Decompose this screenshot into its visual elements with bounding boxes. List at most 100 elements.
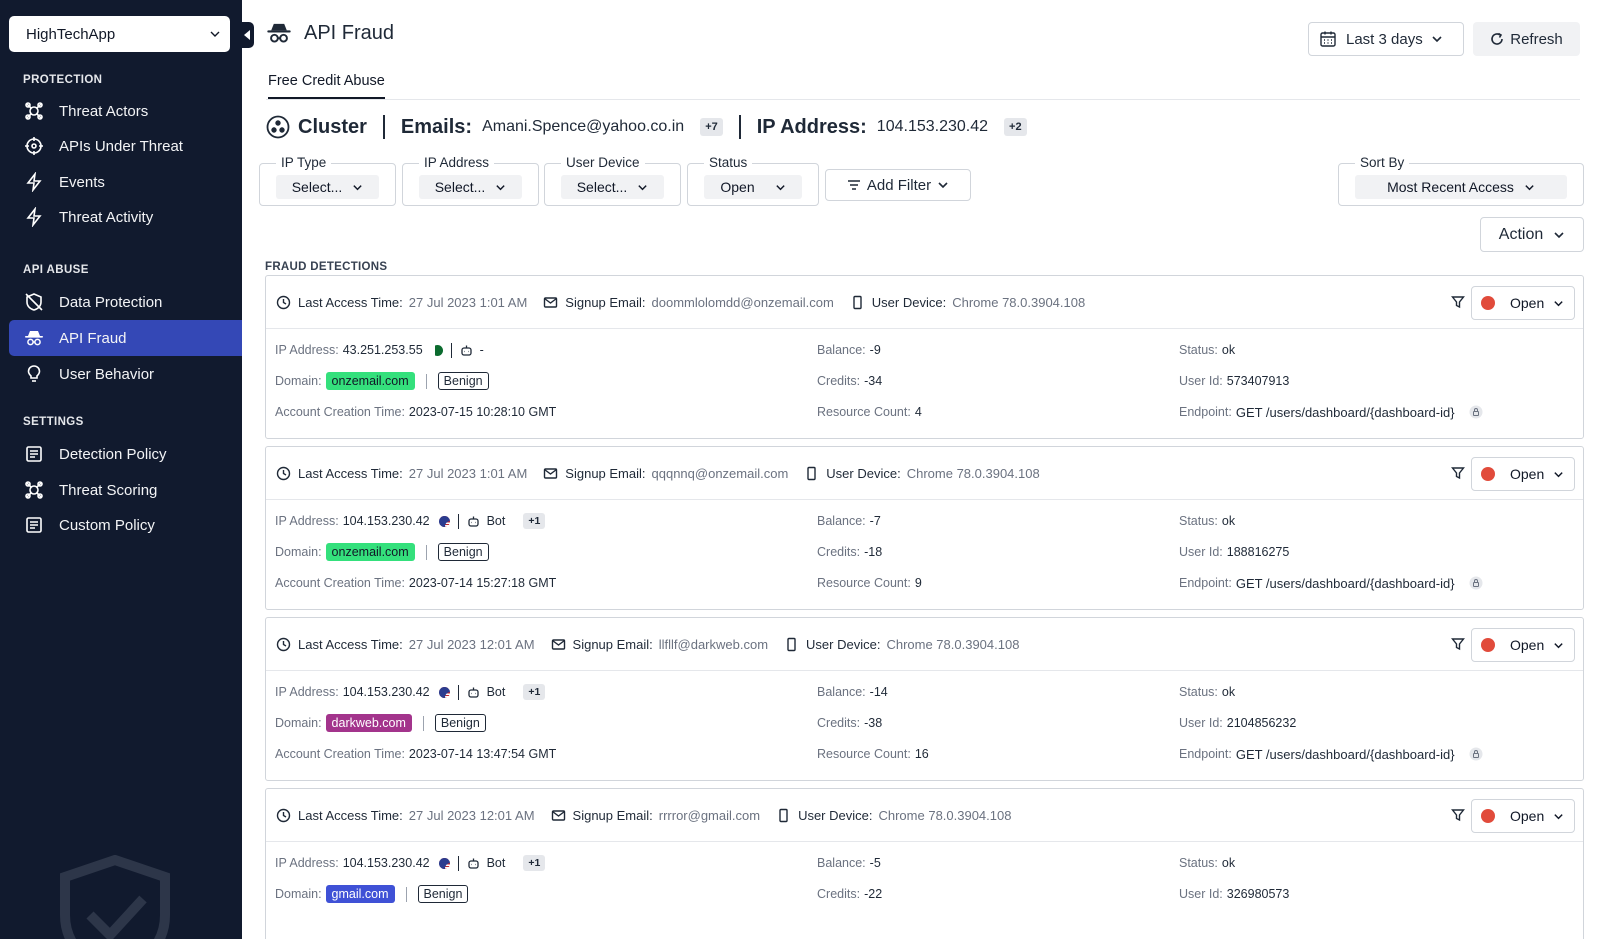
- sidebar-item-label: API Fraud: [59, 329, 127, 347]
- shield-check-icon: [60, 855, 170, 939]
- app-selector[interactable]: HighTechApp: [9, 16, 230, 52]
- ip-type-value: Bot: [486, 856, 506, 870]
- sidebar-item-threat-activity[interactable]: Threat Activity: [9, 199, 242, 235]
- user-id-row: User Id: 573407913: [1179, 371, 1289, 391]
- add-filter-button[interactable]: Add Filter: [825, 169, 971, 201]
- detection-status-select[interactable]: Open: [1471, 799, 1575, 833]
- action-button[interactable]: Action: [1480, 217, 1584, 252]
- refresh-button[interactable]: Refresh: [1473, 22, 1580, 56]
- funnel-icon[interactable]: [1451, 466, 1465, 480]
- signup-email-key: Signup Email:: [565, 465, 646, 481]
- flag-icon: [438, 857, 450, 869]
- detection-card-header: Last Access Time: 27 Jul 2023 1:01 AM Si…: [266, 276, 1583, 329]
- endpoint-row: Endpoint: GET /users/dashboard/{dashboar…: [1179, 744, 1483, 764]
- cluster-icon: [266, 115, 290, 139]
- account-creation-key: Account Creation Time:: [275, 576, 405, 590]
- last-access-key: Last Access Time:: [298, 636, 403, 652]
- filter-ip-address-select[interactable]: Select...: [419, 175, 522, 199]
- status-row: Status: ok: [1179, 853, 1235, 873]
- user-device-value: Chrome 78.0.3904.108: [952, 294, 1086, 310]
- sort-by: Sort By Most Recent Access: [1338, 155, 1584, 206]
- user-device-key: User Device:: [806, 636, 881, 652]
- calendar-icon: [1320, 31, 1336, 47]
- account-creation-row: Account Creation Time: 2023-07-15 10:28:…: [275, 402, 556, 422]
- status-value: ok: [1221, 514, 1236, 528]
- account-creation-value: 2023-07-14 13:47:54 GMT: [408, 747, 557, 761]
- sidebar-item-label: Threat Activity: [59, 208, 154, 226]
- user-device-value: Chrome 78.0.3904.108: [906, 465, 1040, 481]
- ip-address-row: IP Address: 43.251.253.55 -: [275, 340, 484, 360]
- sidebar-collapse-button[interactable]: [240, 22, 254, 48]
- bolt-icon: [26, 207, 42, 227]
- mail-icon: [544, 467, 558, 479]
- detection-card: Last Access Time: 27 Jul 2023 12:01 AM S…: [265, 617, 1584, 781]
- funnel-icon[interactable]: [1451, 637, 1465, 651]
- filter-label: User Device: [561, 155, 645, 170]
- signup-email-value: rrrror@gmail.com: [658, 807, 761, 823]
- ip-type-icon: [467, 687, 479, 698]
- endpoint-value: GET /users/dashboard/{dashboard-id}: [1235, 404, 1455, 420]
- detection-status-select[interactable]: Open: [1471, 286, 1575, 320]
- detection-status-select[interactable]: Open: [1471, 457, 1575, 491]
- last-access-value: 27 Jul 2023 1:01 AM: [408, 294, 528, 310]
- filter-status-select[interactable]: Open: [704, 175, 802, 199]
- status-value: ok: [1221, 343, 1236, 357]
- classification-badge: Benign: [434, 714, 486, 732]
- ip-extra-badge[interactable]: +1: [523, 684, 546, 700]
- sidebar-item-user-behavior[interactable]: User Behavior: [9, 356, 242, 392]
- sidebar-item-label: Events: [59, 173, 105, 191]
- status-key: Status:: [1179, 685, 1218, 699]
- endpoint-row: Endpoint: GET /users/dashboard/{dashboar…: [1179, 573, 1483, 593]
- sidebar-item-api-fraud[interactable]: API Fraud: [9, 320, 242, 356]
- cluster-ip-more-badge[interactable]: +2: [1004, 118, 1027, 136]
- sidebar-item-custom-policy[interactable]: Custom Policy: [9, 507, 242, 543]
- filter-user-device-select[interactable]: Select...: [561, 175, 664, 199]
- main-content: API Fraud Last 3 days Refresh Free Credi…: [242, 0, 1600, 939]
- user-device-key: User Device:: [798, 807, 873, 823]
- mobile-icon: [779, 808, 788, 822]
- sidebar-item-events[interactable]: Events: [9, 164, 242, 200]
- balance-row: Balance: -5: [817, 853, 881, 873]
- mail-icon: [551, 809, 565, 821]
- resource-count-row: Resource Count: 9: [817, 573, 922, 593]
- policy-icon: [26, 517, 42, 533]
- balance-key: Balance:: [817, 856, 866, 870]
- sidebar-item-apis-under-threat[interactable]: APIs Under Threat: [9, 128, 242, 164]
- crosshair-icon: [25, 137, 43, 155]
- last-access: Last Access Time: 27 Jul 2023 1:01 AM: [276, 466, 527, 481]
- policy-icon: [26, 446, 42, 462]
- flag-icon: [438, 686, 450, 698]
- resource-count-value: 4: [914, 405, 922, 419]
- sidebar-item-label: Custom Policy: [59, 516, 155, 534]
- balance-row: Balance: -7: [817, 511, 881, 531]
- ip-extra-badge[interactable]: +1: [523, 855, 546, 871]
- page-title-text: API Fraud: [304, 21, 395, 44]
- sidebar-item-detection-policy[interactable]: Detection Policy: [9, 436, 242, 472]
- status-select-value: Open: [1510, 295, 1545, 311]
- sort-label: Sort By: [1355, 155, 1410, 170]
- detection-status-select[interactable]: Open: [1471, 628, 1575, 662]
- credits-row: Credits: -22: [817, 884, 882, 904]
- user-device-value: Chrome 78.0.3904.108: [886, 636, 1020, 652]
- account-creation-key: Account Creation Time:: [275, 405, 405, 419]
- funnel-icon[interactable]: [1451, 295, 1465, 309]
- ip-extra-badge[interactable]: +1: [523, 513, 546, 529]
- signup-email-key: Signup Email:: [572, 807, 653, 823]
- status-select-value: Open: [1510, 808, 1545, 824]
- user-device: User Device: Chrome 78.0.3904.108: [784, 637, 1019, 652]
- sidebar-item-data-protection[interactable]: Data Protection: [9, 284, 242, 320]
- sort-by-select[interactable]: Most Recent Access: [1355, 175, 1567, 199]
- funnel-icon[interactable]: [1451, 808, 1465, 822]
- credits-value: -34: [864, 374, 883, 388]
- sidebar-item-threat-scoring[interactable]: Threat Scoring: [9, 472, 242, 508]
- status-dot: [1481, 638, 1495, 652]
- filter-ip-type-select[interactable]: Select...: [276, 175, 379, 199]
- date-range-select[interactable]: Last 3 days: [1308, 22, 1464, 56]
- filter-lines-icon: [847, 180, 860, 190]
- cluster-email-more-badge[interactable]: +7: [700, 118, 723, 136]
- status-row: Status: ok: [1179, 340, 1235, 360]
- sidebar-item-threat-actors[interactable]: Threat Actors: [9, 93, 242, 129]
- tab-free-credit-abuse[interactable]: Free Credit Abuse: [268, 73, 385, 99]
- mobile-icon: [787, 637, 796, 651]
- domain-key: Domain:: [275, 374, 322, 388]
